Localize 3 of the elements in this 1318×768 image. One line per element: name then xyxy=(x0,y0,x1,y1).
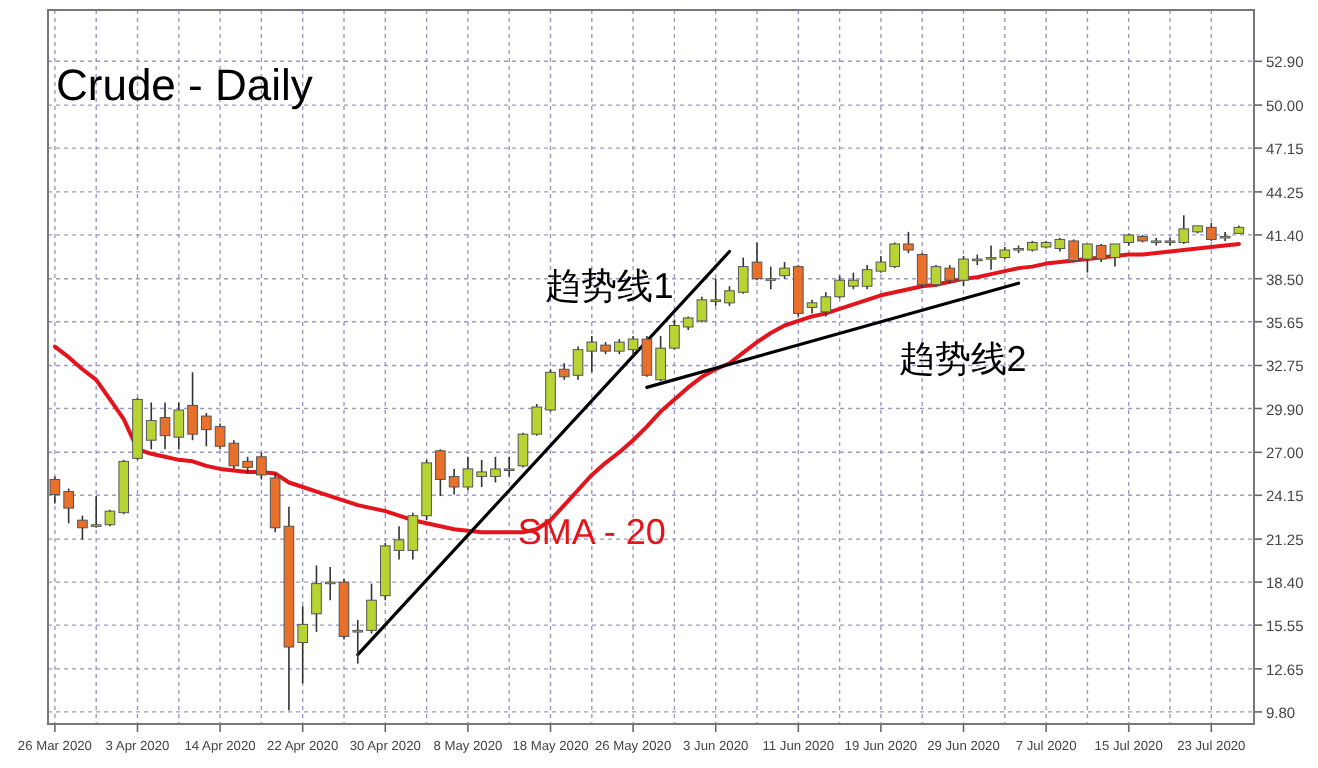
series-label: 趋势线1 xyxy=(545,265,674,306)
text: Crude - Daily xyxy=(56,60,313,110)
series-label: 趋势线2 xyxy=(898,339,1027,380)
